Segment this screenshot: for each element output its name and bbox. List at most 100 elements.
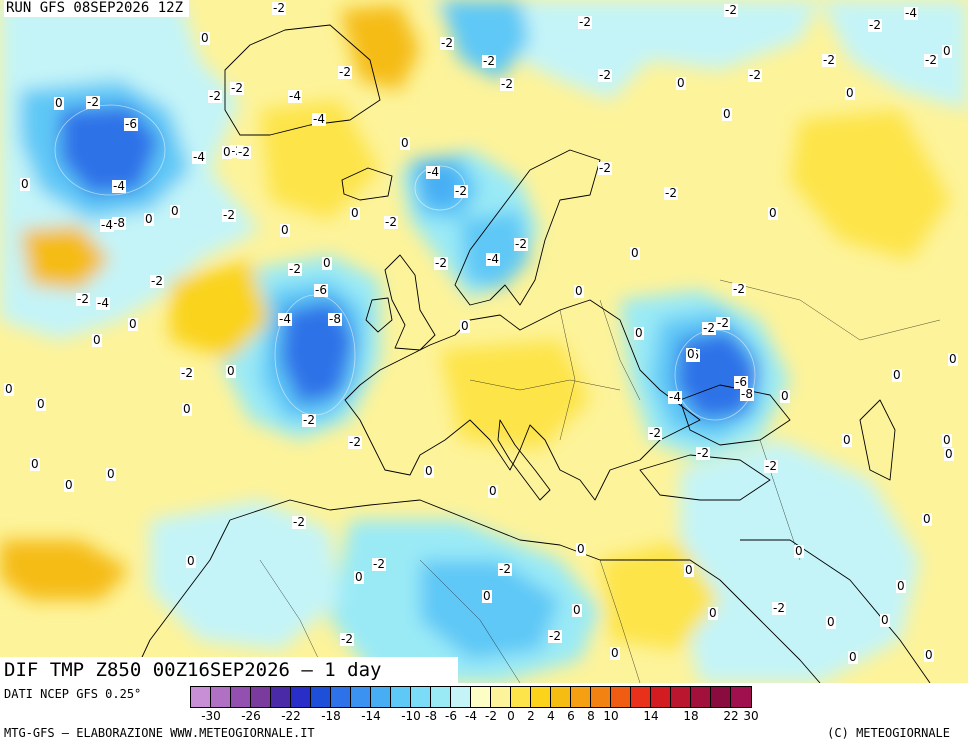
contour-label: 0 (848, 650, 858, 664)
contour-label: 0 (845, 86, 855, 100)
contour-label: 0 (92, 333, 102, 347)
scale-tick-label: 2 (527, 709, 535, 723)
scale-tick-label: -8 (425, 709, 437, 723)
contour-label: -2 (338, 65, 352, 79)
scandinavia-coast (454, 149, 601, 306)
contour-label: -2 (772, 601, 786, 615)
greenland-coast (224, 24, 381, 136)
contour-label: 0 (892, 368, 902, 382)
scale-tick-label: -30 (201, 709, 221, 723)
scale-tick-label: -22 (281, 709, 301, 723)
contour-label: 0 (222, 145, 232, 159)
scale-swatch (611, 687, 631, 707)
contour-label: -2 (150, 274, 164, 288)
iceland-coast (341, 167, 393, 201)
scale-swatch (371, 687, 391, 707)
footer: DATI NCEP GFS 0.25° -30 -26 -22 -18 -14 -10 -8… (0, 683, 968, 745)
contour-label: -2 (288, 262, 302, 276)
contour-label: -2 (454, 184, 468, 198)
scale-swatch (271, 687, 291, 707)
field-label: DIF TMP Z850 00Z16SEP2026 – 1 day (0, 657, 458, 683)
cold-core-atlantic (280, 300, 355, 405)
contour-label: 0 (20, 177, 30, 191)
contour-label: -2 (724, 3, 738, 17)
ireland-coast (365, 297, 393, 333)
contour-label: 0 (896, 579, 906, 593)
warm-zone-mid (170, 260, 270, 360)
contour-label: 0 (634, 326, 644, 340)
copyright-credit: (C) METEOGIORNALE (827, 726, 950, 740)
contour-label: -6 (124, 117, 138, 131)
elaboration-credit: MTG-GFS – ELABORAZIONE WWW.METEOGIORNALE… (4, 726, 315, 740)
contour-label: -2 (230, 81, 244, 95)
scale-tick-label: 18 (683, 709, 699, 723)
scale-tick-label: -14 (361, 709, 381, 723)
scale-tick-label: -18 (321, 709, 341, 723)
data-source-label: DATI NCEP GFS 0.25° (4, 687, 142, 701)
scale-swatch (471, 687, 491, 707)
scale-swatch (711, 687, 731, 707)
scale-swatch (731, 687, 751, 707)
warm-zone-greenland (340, 5, 420, 90)
cold-zone-mid-africa (420, 560, 560, 660)
contour-label: -4 (192, 150, 206, 164)
scale-tick-label: 22 (723, 709, 739, 723)
contour-label: 0 (226, 364, 236, 378)
contour-label: -2 (372, 557, 386, 571)
contour-label: 0 (686, 347, 696, 361)
contour-label: 0 (576, 542, 586, 556)
coastlines (129, 24, 931, 683)
contour-label: 0 (488, 484, 498, 498)
africa-west-coast (129, 519, 231, 683)
scale-swatch (391, 687, 411, 707)
contour-label: 0 (944, 447, 954, 461)
contour-label: -8 (328, 312, 342, 326)
contour-label: -2 (578, 15, 592, 29)
contour-label: -2 (548, 629, 562, 643)
scale-swatch (531, 687, 551, 707)
temperature-anomaly-map: RUN GFS 08SEP2026 12Z -2 -2 -4 -2 -2 0 -2 -2 -2 0… (0, 0, 968, 683)
scale-swatch (511, 687, 531, 707)
scale-swatch (691, 687, 711, 707)
contour-label: -2 (237, 145, 251, 159)
contour-label: 0 (144, 212, 154, 226)
contour-label: 0 (460, 319, 470, 333)
cold-zone-light-morocco (150, 500, 340, 650)
black-sea-coast (679, 384, 791, 446)
contour-label: -2 (208, 89, 222, 103)
scale-swatch (211, 687, 231, 707)
contour-label: 0 (170, 204, 180, 218)
arabia-coast (740, 539, 931, 683)
cold-zone-mid-norway (460, 210, 530, 290)
border-1 (559, 309, 576, 441)
border-2 (599, 299, 641, 401)
contour-label: -2 (598, 68, 612, 82)
contour-label: -4 (288, 89, 302, 103)
scale-tick-label: -26 (241, 709, 261, 723)
contour-label: 0 (424, 464, 434, 478)
contour-label: 0 (780, 389, 790, 403)
scale-tick-label: 4 (547, 709, 555, 723)
scale-tick-label: 0 (507, 709, 515, 723)
cold-zone-light-ne (820, 0, 968, 110)
contour-label: 0 (794, 544, 804, 558)
italy-coast (497, 419, 551, 501)
contour-label: 0 (922, 512, 932, 526)
europe-coast (344, 299, 701, 501)
contour-label: 0 (280, 223, 290, 237)
contour-label: 0 (354, 570, 364, 584)
contour-label: 0 (350, 206, 360, 220)
scale-swatch (551, 687, 571, 707)
contour-label: 0 (322, 256, 332, 270)
contour-label: -2 (514, 237, 528, 251)
contour-label: 0 (924, 648, 934, 662)
contour-label: -2 (348, 435, 362, 449)
contour-label: -2 (732, 282, 746, 296)
warm-zone-europe (440, 340, 590, 450)
scale-swatch (431, 687, 451, 707)
contour-label: -2 (598, 161, 612, 175)
contour-label: 0 (574, 284, 584, 298)
scale-swatch (491, 687, 511, 707)
contour-label: -2 (180, 366, 194, 380)
contour-label: 0 (106, 467, 116, 481)
